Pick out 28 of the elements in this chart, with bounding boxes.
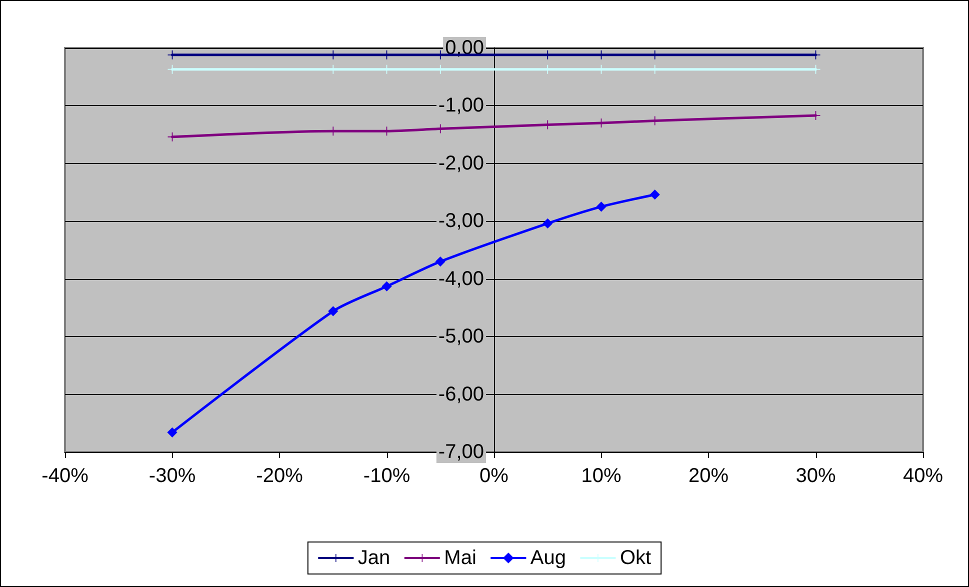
y-tick-label: -3,00 [438,210,484,232]
legend-label: Mai [444,547,476,569]
x-tick-label: -20% [256,465,304,487]
point [168,428,177,438]
y-tick-label: -4,00 [438,268,484,290]
point [328,306,338,316]
point [382,282,392,292]
point [436,256,446,266]
x-tick-label: 40% [902,465,944,487]
y-tick-label: -5,00 [438,326,484,348]
y-tick-label: -6,00 [438,383,484,406]
x-tick-label: -30% [148,465,196,487]
point [650,190,660,200]
x-tick-label: 20% [688,465,729,487]
legend-label: Aug [530,547,566,569]
legend-label: Jan [358,547,390,569]
x-tick-label: -10% [363,465,410,487]
x-tick-label: 30% [796,465,836,487]
x-tick-label: -40% [42,465,89,487]
y-tick-label: -7,00 [438,441,484,463]
x-tick-label: 0% [480,465,509,487]
y-tick-label: -2,00 [438,152,484,174]
legend-label: Okt [620,547,652,569]
point [542,218,552,228]
x-tick-label: 10% [581,465,622,487]
y-tick-label: 0,00 [445,37,484,59]
point [596,202,606,212]
y-tick-label: -1,00 [438,94,484,117]
